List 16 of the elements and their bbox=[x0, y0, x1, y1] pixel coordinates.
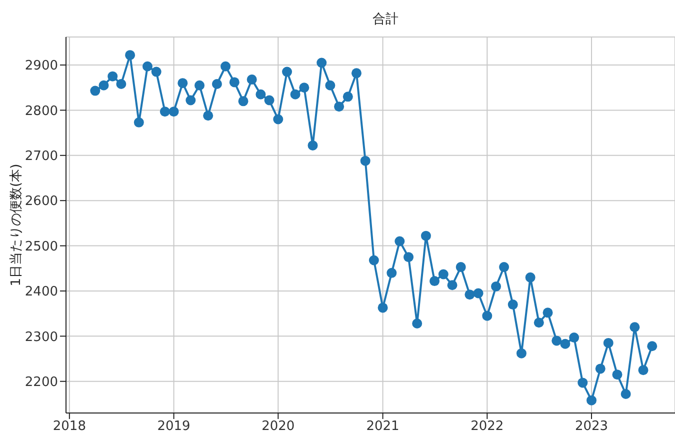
x-tick-label: 2019 bbox=[157, 419, 190, 434]
y-tick-label: 2300 bbox=[24, 330, 58, 345]
chart-title: 合計 bbox=[372, 11, 400, 28]
y-tick-label: 2600 bbox=[24, 194, 58, 210]
x-tick-label: 2023 bbox=[574, 419, 608, 434]
x-tick-label: 2018 bbox=[52, 419, 86, 434]
x-tick-label: 2022 bbox=[470, 419, 504, 434]
y-tick-label: 2200 bbox=[24, 374, 58, 390]
y-tick-label: 2900 bbox=[24, 58, 58, 74]
y-tick-label: 2500 bbox=[24, 239, 58, 254]
y-axis-title: 1日当たりの便数(本) bbox=[8, 164, 25, 286]
y-tick-label: 2400 bbox=[24, 284, 58, 300]
x-tick-label: 2020 bbox=[262, 419, 295, 434]
y-tick-label: 2800 bbox=[24, 104, 58, 119]
x-tick-label: 2021 bbox=[366, 419, 400, 434]
y-tick-label: 2700 bbox=[24, 149, 58, 164]
